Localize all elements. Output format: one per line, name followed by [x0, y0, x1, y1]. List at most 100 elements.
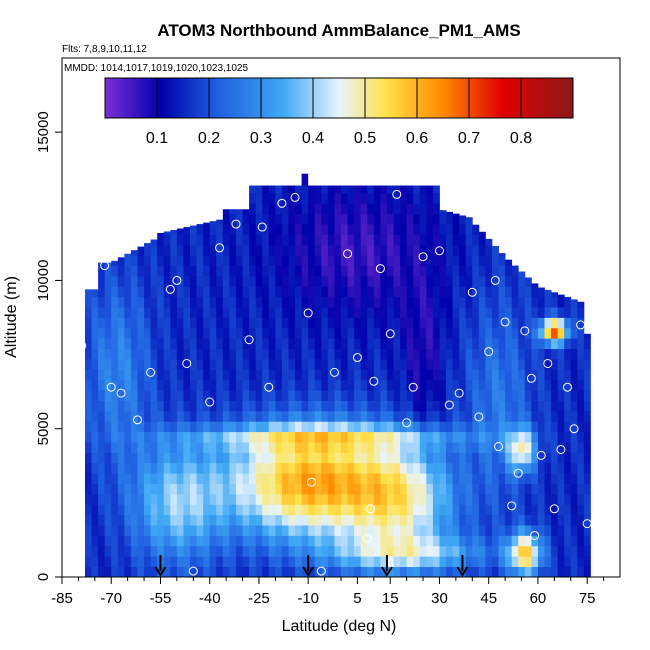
heatmap-cell: [354, 327, 362, 339]
heatmap-cell: [341, 535, 348, 547]
heatmap-cell: [505, 462, 513, 474]
heatmap-cell: [367, 296, 375, 308]
heatmap-cell: [104, 535, 112, 547]
heatmap-cell: [393, 452, 401, 464]
heatmap-cell: [130, 307, 138, 318]
profile-point: [484, 347, 494, 357]
heatmap-cell: [413, 431, 421, 443]
heatmap-cell: [354, 421, 362, 433]
heatmap-cell: [570, 307, 578, 318]
heatmap-cell: [130, 286, 138, 298]
heatmap-cell: [157, 338, 165, 350]
heatmap-cell: [308, 535, 316, 547]
heatmap-cell: [413, 317, 421, 329]
heatmap-cell: [321, 275, 329, 287]
heatmap-cell: [413, 493, 421, 505]
heatmap-cell: [413, 192, 421, 204]
heatmap-cell: [518, 400, 526, 412]
heatmap-cell: [203, 224, 211, 235]
heatmap-cell: [157, 317, 165, 329]
heatmap-cell: [262, 192, 270, 204]
heatmap-cell: [544, 556, 552, 568]
heatmap-cell: [288, 452, 296, 464]
heatmap-cell: [400, 410, 408, 422]
heatmap-cell: [465, 545, 473, 557]
heatmap-cell: [301, 431, 309, 443]
heatmap-cell: [196, 379, 204, 391]
heatmap-cell: [341, 348, 348, 360]
heatmap-cell: [419, 379, 427, 391]
heatmap-cell: [288, 244, 296, 256]
heatmap-cell: [511, 369, 519, 381]
heatmap-cell: [229, 462, 237, 474]
heatmap-cell: [137, 369, 145, 381]
heatmap-cell: [222, 213, 230, 225]
heatmap-cell: [242, 317, 250, 329]
heatmap-cell: [544, 400, 552, 412]
heatmap-cell: [452, 286, 460, 298]
heatmap-cell: [157, 255, 165, 266]
heatmap-cell: [295, 338, 303, 350]
heatmap-cell: [235, 234, 243, 246]
heatmap-cell: [400, 224, 408, 235]
heatmap-cell: [347, 369, 355, 381]
heatmap-cell: [505, 390, 513, 401]
heatmap-cell: [301, 234, 309, 246]
heatmap-cell: [281, 296, 289, 308]
heatmap-cell: [491, 462, 499, 474]
heatmap-cell: [209, 255, 217, 266]
heatmap-cell: [577, 317, 585, 329]
heatmap-cell: [472, 545, 480, 557]
heatmap-cell: [301, 185, 309, 194]
heatmap-cell: [301, 462, 309, 474]
heatmap-cell: [301, 483, 309, 495]
heatmap-cell: [281, 307, 289, 318]
heatmap-cell: [577, 566, 585, 577]
heatmap-cell: [196, 556, 204, 568]
heatmap-cell: [235, 514, 243, 526]
heatmap-cell: [84, 307, 92, 318]
heatmap-cell: [393, 255, 401, 266]
heatmap-cell: [551, 400, 559, 412]
heatmap-cell: [176, 359, 184, 370]
heatmap-cell: [98, 452, 106, 464]
profile-point: [569, 424, 579, 434]
heatmap-cell: [478, 535, 486, 547]
heatmap-cell: [557, 296, 565, 308]
heatmap-cell: [327, 224, 335, 235]
heatmap-cell: [544, 379, 552, 391]
heatmap-cell: [452, 327, 460, 339]
heatmap-cell: [137, 317, 145, 329]
heatmap-cell: [400, 421, 408, 433]
heatmap-cell: [459, 421, 467, 433]
heatmap-cell: [452, 410, 460, 422]
heatmap-cell: [98, 483, 106, 495]
heatmap-cell: [524, 317, 532, 329]
heatmap-cell: [531, 556, 539, 568]
heatmap-cell: [406, 286, 414, 298]
heatmap-cell: [176, 545, 184, 557]
heatmap-cell: [196, 307, 204, 318]
heatmap-cell: [386, 296, 394, 308]
profile-point: [576, 320, 586, 330]
heatmap-cell: [459, 369, 467, 381]
y-tick-label: 10000: [35, 260, 52, 302]
heatmap-cell: [413, 462, 421, 474]
heatmap-cell: [91, 442, 99, 453]
heatmap-cell: [537, 410, 545, 422]
heatmap-cell: [511, 566, 519, 577]
heatmap-cell: [235, 431, 243, 443]
heatmap-cell: [190, 348, 197, 360]
heatmap-cell: [465, 338, 473, 350]
heatmap-cell: [465, 296, 473, 308]
heatmap-cell: [413, 410, 421, 422]
heatmap-cell: [446, 431, 453, 443]
heatmap-cell: [242, 379, 250, 391]
heatmap-cell: [288, 514, 296, 526]
heatmap-cell: [478, 493, 486, 505]
heatmap-cell: [452, 400, 460, 412]
heatmap-cell: [446, 390, 453, 401]
heatmap-cell: [203, 379, 211, 391]
heatmap-cell: [98, 473, 106, 484]
heatmap-cell: [268, 473, 276, 484]
